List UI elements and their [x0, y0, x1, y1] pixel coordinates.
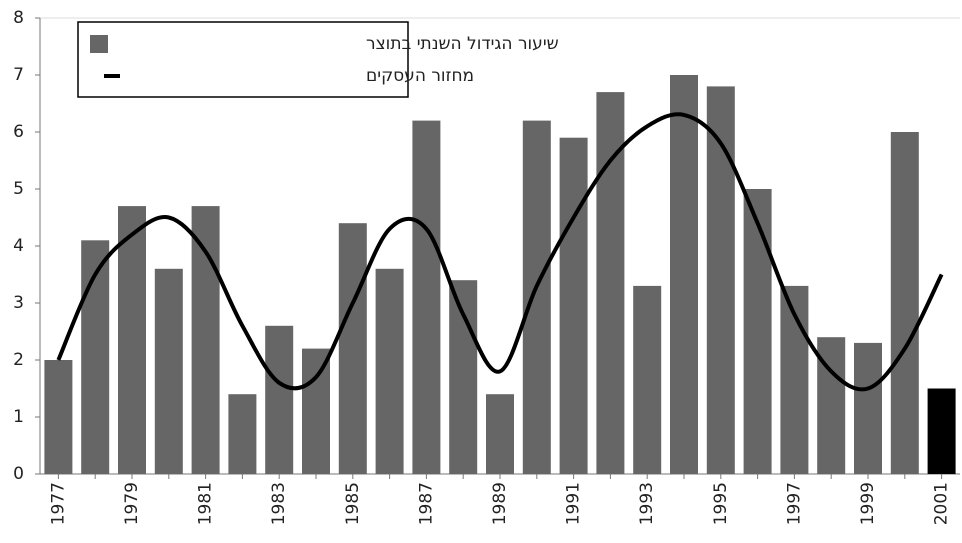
bar — [854, 342, 882, 474]
legend-label: מחזור העסקים — [366, 66, 474, 86]
bar — [154, 268, 183, 474]
bar — [596, 92, 625, 474]
bar — [302, 348, 330, 474]
x-tick-label: 1979 — [122, 482, 142, 525]
bar — [375, 268, 404, 474]
legend-box — [77, 21, 409, 98]
x-tick-label: 1983 — [269, 482, 289, 525]
x-tick-label: 1997 — [784, 482, 804, 525]
x-tick-label: 2001 — [932, 482, 952, 525]
bar — [449, 280, 478, 474]
bar — [228, 394, 257, 474]
y-tick-label: 8 — [13, 8, 24, 28]
x-tick-label: 1991 — [564, 482, 584, 525]
bar — [670, 75, 698, 474]
x-tick-label: 1995 — [711, 482, 731, 525]
x-tick-label: 1981 — [196, 482, 216, 525]
x-tick-label: 1977 — [48, 482, 68, 525]
x-tick-label: 1987 — [416, 482, 436, 525]
y-tick-label: 4 — [13, 236, 24, 256]
bar — [81, 240, 110, 474]
bar — [265, 325, 294, 474]
bar — [191, 206, 220, 474]
bar — [633, 285, 662, 474]
bar — [706, 86, 735, 475]
bar — [559, 137, 588, 474]
bar — [44, 360, 73, 474]
y-tick-label: 2 — [13, 350, 24, 370]
line — [56, 112, 944, 392]
x-tick-label: 1993 — [637, 482, 657, 525]
x-tick-label: 1985 — [343, 482, 363, 525]
bar — [890, 132, 919, 474]
y-tick-label: 0 — [13, 464, 24, 484]
legend-label: שיעור הגידול השנתי בתוצר — [366, 34, 559, 54]
x-tick-label: 1999 — [858, 482, 878, 525]
x-tick-label: 1989 — [490, 482, 510, 525]
y-tick-label: 1 — [13, 407, 24, 427]
y-tick-label: 6 — [13, 122, 24, 142]
bar — [118, 206, 146, 474]
bar — [522, 120, 551, 474]
bar — [743, 189, 772, 474]
y-tick-label: 3 — [13, 293, 24, 313]
y-tick-label: 7 — [13, 65, 24, 85]
y-tick-label: 5 — [13, 179, 24, 199]
bar — [412, 120, 441, 474]
bar — [338, 223, 367, 474]
bar — [927, 388, 956, 474]
legend-swatch — [90, 35, 108, 53]
bar — [486, 394, 514, 474]
